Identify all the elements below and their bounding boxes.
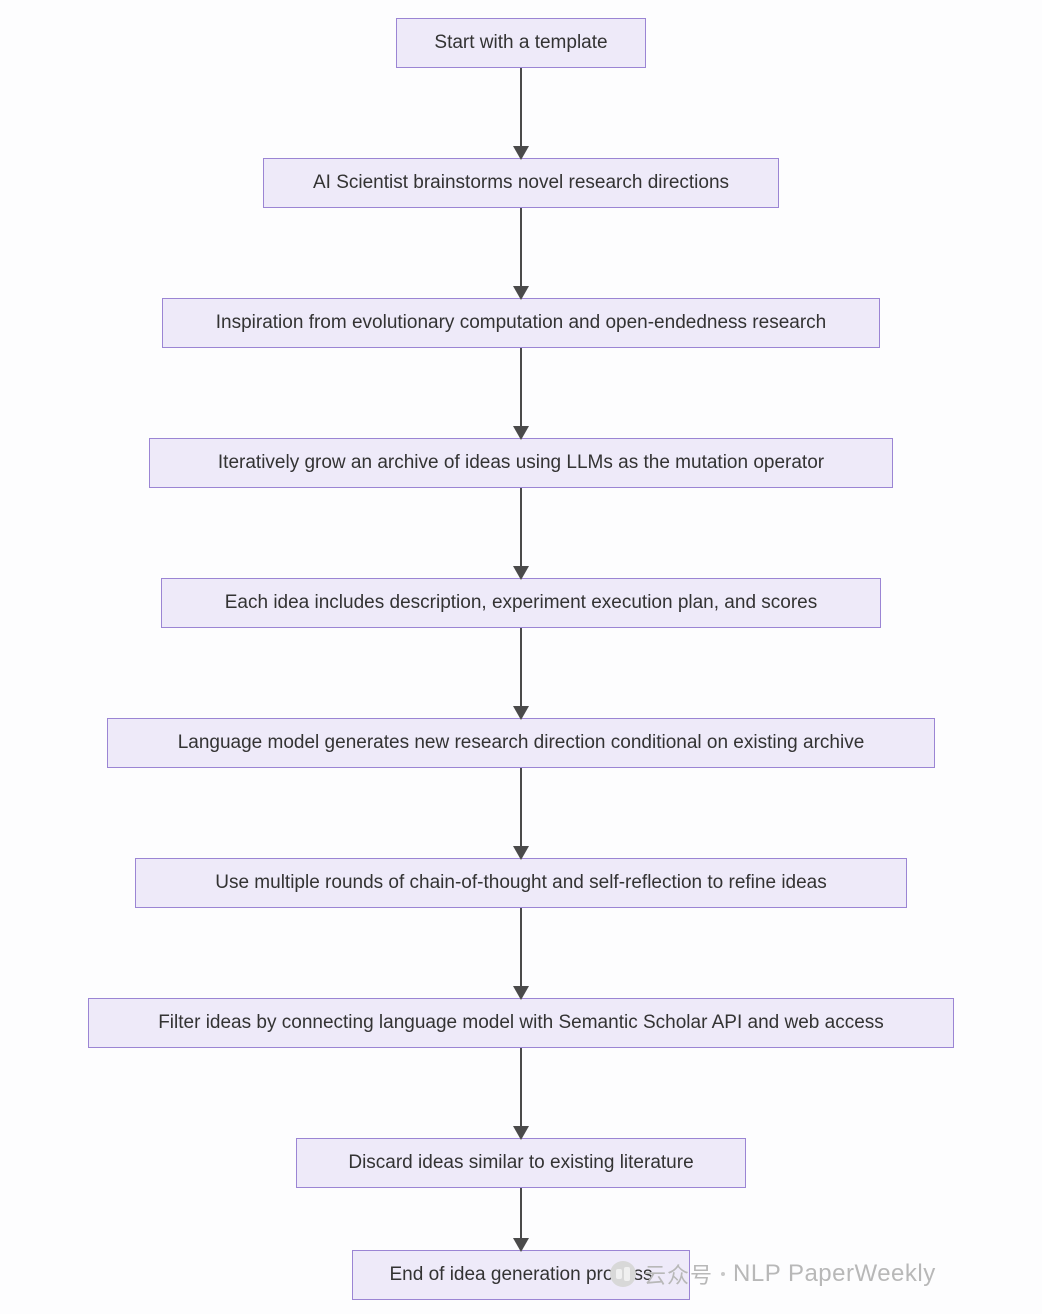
- watermark-dot: [721, 1272, 725, 1276]
- flowchart-edge: [520, 1188, 522, 1238]
- flowchart-node-label: Use multiple rounds of chain-of-thought …: [215, 872, 827, 894]
- flowchart-arrowhead: [513, 846, 529, 860]
- watermark-en-text: NLP PaperWeekly: [733, 1260, 936, 1288]
- flowchart-node-label: Discard ideas similar to existing litera…: [348, 1152, 693, 1174]
- flowchart-arrowhead: [513, 566, 529, 580]
- flowchart-edge: [520, 208, 522, 286]
- flowchart-arrowhead: [513, 426, 529, 440]
- flowchart-node-label: Iteratively grow an archive of ideas usi…: [218, 452, 824, 474]
- flowchart-node-label: AI Scientist brainstorms novel research …: [313, 172, 729, 194]
- flowchart-node-n8: Discard ideas similar to existing litera…: [296, 1138, 746, 1188]
- flowchart-node-n6: Use multiple rounds of chain-of-thought …: [135, 858, 907, 908]
- flowchart-arrowhead: [513, 286, 529, 300]
- flowchart-node-label: Each idea includes description, experime…: [225, 592, 818, 614]
- watermark: 云众号 NLP PaperWeekly: [610, 1258, 936, 1290]
- flowchart-edge: [520, 628, 522, 706]
- flowchart-edge: [520, 908, 522, 986]
- flowchart-edge: [520, 768, 522, 846]
- flowchart-arrowhead: [513, 986, 529, 1000]
- flowchart-node-label: Start with a template: [434, 32, 607, 54]
- watermark-icon: [610, 1261, 636, 1287]
- flowchart-node-n2: Inspiration from evolutionary computatio…: [162, 298, 880, 348]
- flowchart-node-n5: Language model generates new research di…: [107, 718, 935, 768]
- flowchart-node-n1: AI Scientist brainstorms novel research …: [263, 158, 779, 208]
- flowchart-node-n3: Iteratively grow an archive of ideas usi…: [149, 438, 893, 488]
- flowchart-node-label: Inspiration from evolutionary computatio…: [216, 312, 826, 334]
- flowchart-edge: [520, 488, 522, 566]
- flowchart-node-label: Filter ideas by connecting language mode…: [158, 1012, 884, 1034]
- watermark-cn-text: 云众号: [644, 1258, 713, 1290]
- flowchart-node-n4: Each idea includes description, experime…: [161, 578, 881, 628]
- flowchart-arrowhead: [513, 146, 529, 160]
- flowchart-arrowhead: [513, 706, 529, 720]
- flowchart-arrowhead: [513, 1238, 529, 1252]
- flowchart-node-n0: Start with a template: [396, 18, 646, 68]
- flowchart-edge: [520, 68, 522, 146]
- flowchart-node-n7: Filter ideas by connecting language mode…: [88, 998, 954, 1048]
- flowchart-edge: [520, 1048, 522, 1126]
- flowchart-arrowhead: [513, 1126, 529, 1140]
- flowchart-node-label: Language model generates new research di…: [178, 732, 865, 754]
- flowchart-edge: [520, 348, 522, 426]
